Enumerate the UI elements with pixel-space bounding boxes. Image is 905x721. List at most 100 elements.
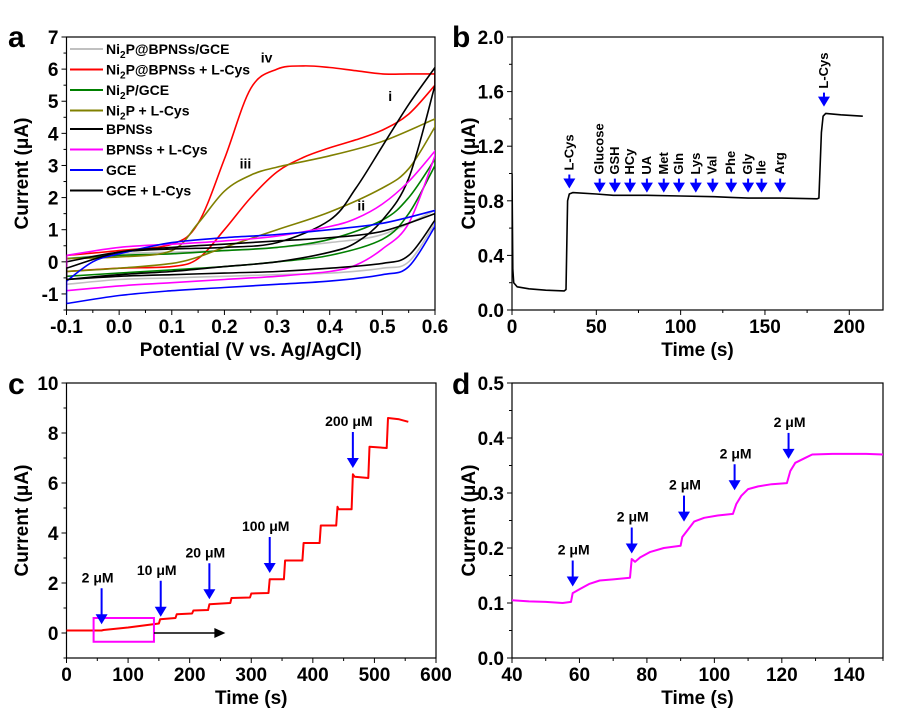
annotation-label: 2 μM [558, 542, 590, 558]
x-tick-label: 300 [235, 665, 267, 686]
concentration-annotations: 2 μM 2 μM 2 μM 2 μM 2 μM [558, 414, 806, 587]
annotation-label: Met [656, 152, 671, 175]
x-tick-label: 400 [297, 665, 329, 686]
x-tick-label: 0.1 [159, 317, 186, 338]
series-line-gce [66, 209, 435, 305]
legend-label-subscript: 2 [120, 50, 126, 61]
x-axis: 0 50 100 150 200 Time (s) [507, 310, 865, 361]
legend-item: GCE [70, 162, 136, 178]
annotation-label: Gln [671, 153, 686, 175]
annotation-arrow [640, 178, 653, 193]
annotation-label: Val [705, 156, 720, 175]
annotation-label: UA [639, 155, 654, 174]
annotation-label: Ile [754, 160, 769, 174]
series-line-bpnss-l-cys [66, 149, 435, 292]
y-tick-label: 0.8 [478, 192, 504, 213]
y-tick-label: 1.2 [478, 137, 504, 158]
legend-label-subscript: 2 [120, 91, 126, 102]
arrow-head [346, 458, 359, 468]
interferent-annotations: L-Cys Glucose GSH HCy UA Met Gln Lys Val Phe GlyIl… [561, 52, 831, 193]
x-axis-title: Time (s) [661, 340, 734, 361]
x-tick-label: 0.6 [422, 317, 448, 338]
y-tick-label: 0.0 [478, 649, 504, 670]
x-tick-label: 0.5 [369, 317, 396, 338]
x-tick-label: 60 [569, 665, 590, 686]
annotation-label: L-Cys [561, 134, 576, 170]
arrow-head [774, 182, 787, 193]
y-tick-label: 5 [48, 92, 59, 113]
arrow-head [624, 182, 637, 193]
series-line-gce-l-cys [66, 212, 435, 281]
curve-annotation: iii [240, 156, 252, 172]
arrow-head [689, 182, 702, 193]
annotation-arrow [782, 432, 795, 459]
curve-annotation: ii [357, 197, 365, 213]
annotation-label: 100 μM [242, 518, 289, 534]
x-tick-label: 140 [833, 665, 865, 686]
annotation-label: 2 μM [669, 477, 701, 493]
legend-item: Ni2P@BPNSs + L-Cys [70, 62, 250, 82]
y-axis: -1 0 1 2 3 4 5 6 7 Current (μA) [12, 28, 67, 311]
annotation-arrow [95, 588, 108, 625]
x-tick-label: 200 [174, 665, 206, 686]
annotation-arrow [725, 178, 738, 193]
y-tick-label: 1.6 [478, 83, 504, 104]
annotation-arrow [728, 464, 741, 491]
annotation-arrow [657, 178, 670, 193]
y-tick-label: 10 [37, 374, 58, 395]
annotation-label: HCy [622, 148, 637, 175]
y-tick-label: 1 [48, 221, 59, 242]
y-axis-title: Current (μA) [12, 465, 33, 577]
annotation-label: Phe [723, 151, 738, 175]
annotation-arrow [625, 527, 638, 554]
arrow-head [742, 182, 755, 193]
series-line [512, 452, 883, 604]
arrow-head [672, 182, 685, 193]
pointer-head [214, 628, 226, 638]
legend-item: Ni2P + L-Cys [70, 103, 190, 123]
y-axis-title: Current (μA) [12, 118, 33, 230]
y-tick-label: 4 [48, 524, 59, 545]
arrow-head [728, 480, 741, 491]
annotation-arrow [689, 178, 702, 193]
x-tick-label: 0 [507, 317, 518, 338]
legend-label-rest: P/GCE [126, 82, 170, 98]
x-axis: -0.1 0.0 0.1 0.2 0.3 0.4 0.5 0.6 Potential (V vs… [50, 310, 448, 361]
y-tick-label: 6 [48, 60, 59, 81]
annotation-label: GSH [607, 146, 622, 174]
x-axis-title: Potential (V vs. Ag/AgCl) [140, 340, 362, 361]
arrow-head [95, 614, 108, 625]
annotation-label: Gly [740, 153, 755, 175]
annotation-arrow [203, 563, 216, 600]
annotation-arrow [678, 495, 691, 522]
x-tick-label: 50 [586, 317, 607, 338]
annotation-label: 10 μM [137, 562, 177, 578]
legend-label-subscript: 2 [120, 112, 126, 123]
legend-label: Ni2P@BPNSs/GCE [106, 41, 229, 61]
annotation-label: 2 μM [82, 569, 114, 585]
annotation-label: 20 μM [186, 544, 226, 560]
curve-annotation: i [388, 88, 392, 104]
annotation-arrow [706, 178, 719, 193]
x-tick-label: 150 [749, 317, 781, 338]
legend-label-main: GCE + L-Cys [106, 183, 191, 199]
concentration-annotations: 2 μM 10 μM 20 μM 100 μM 200 μM [82, 413, 373, 625]
x-tick-label: 0.2 [211, 317, 237, 338]
panel-label-d: d [452, 368, 470, 401]
arrow-head [725, 182, 738, 193]
x-axis: 40 60 80 100 120 140 Time (s) [501, 658, 884, 709]
arrow-head [625, 543, 638, 554]
x-tick-label: 0.0 [106, 317, 132, 338]
y-tick-label: 0.0 [478, 301, 504, 322]
legend-item: Ni2P/GCE [70, 82, 169, 102]
arrow-head [154, 606, 167, 617]
arrow-head [782, 448, 795, 459]
annotation-arrow [593, 178, 606, 193]
legend-label-main: BPNSs + L-Cys [106, 142, 208, 158]
curve-annotation: iv [261, 50, 273, 66]
y-axis: 0.0 0.1 0.2 0.3 0.4 0.5 Current (μA) [459, 374, 512, 670]
y-tick-label: 0 [48, 624, 59, 645]
y-axis-title: Current (μA) [459, 465, 480, 577]
